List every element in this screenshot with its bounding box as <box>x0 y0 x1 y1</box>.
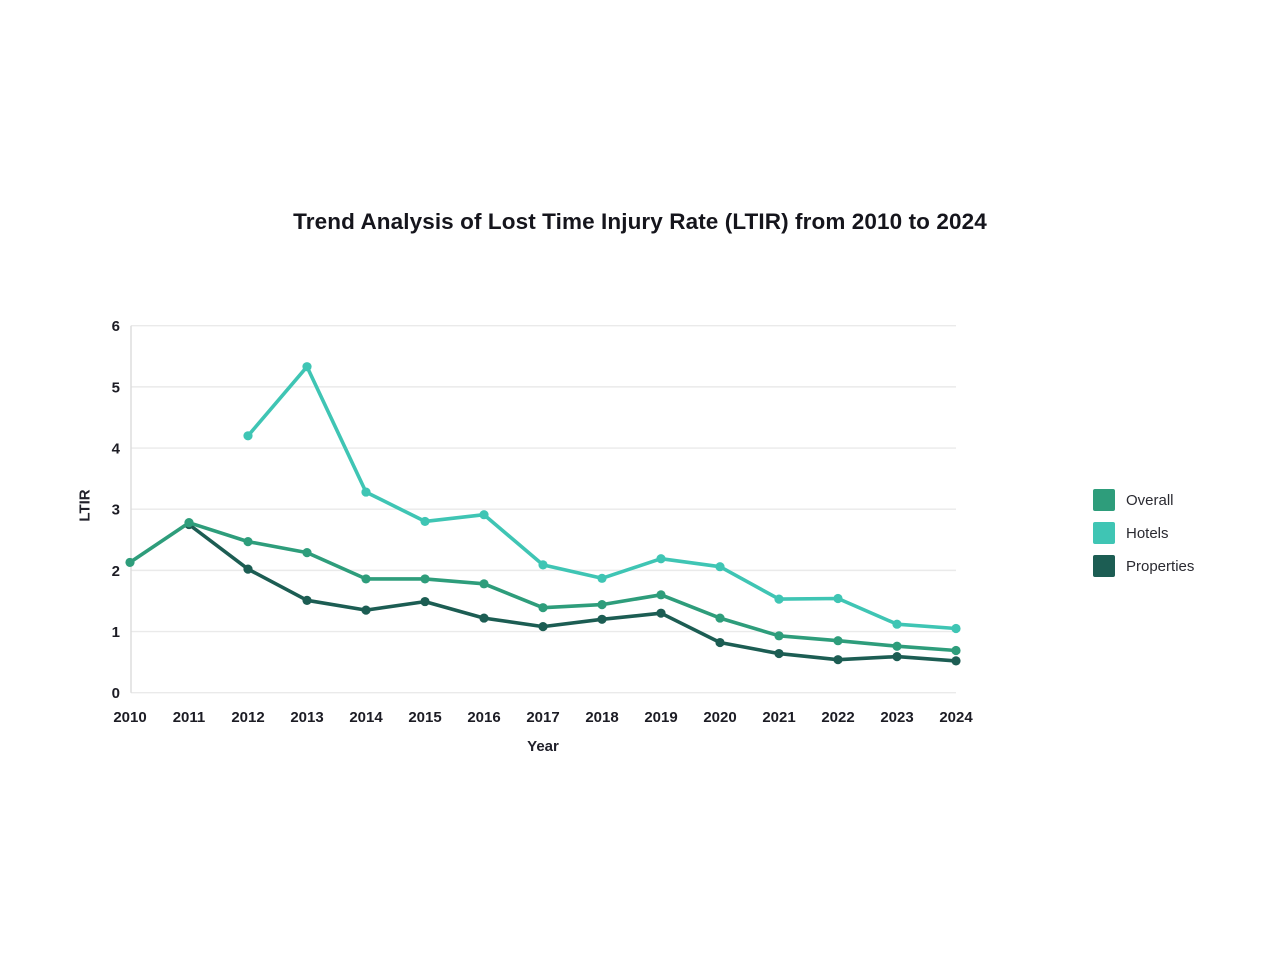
data-point-hotels <box>833 593 843 604</box>
legend-label-properties: Properties <box>1126 557 1195 575</box>
data-point-overall <box>597 600 607 610</box>
data-point-properties <box>420 596 430 607</box>
legend-item-overall: Overall <box>1093 489 1194 511</box>
x-tick-label: 2015 <box>408 709 441 726</box>
series-line-hotels <box>246 364 958 631</box>
x-tick-label: 2017 <box>526 709 559 726</box>
data-point-overall <box>833 636 843 646</box>
legend-label-hotels: Hotels <box>1126 524 1169 542</box>
x-tick-label: 2024 <box>939 709 973 726</box>
y-tick-label: 0 <box>112 685 120 702</box>
data-point-properties <box>951 656 961 666</box>
y-tick-label: 2 <box>112 563 120 580</box>
x-tick-label: 2014 <box>349 709 383 726</box>
data-point-properties <box>597 614 607 624</box>
y-tick-label: 4 <box>112 441 121 458</box>
data-point-overall <box>892 641 902 651</box>
x-tick-label: 2018 <box>585 709 618 726</box>
data-point-overall <box>361 574 371 584</box>
data-point-hotels <box>715 562 725 572</box>
y-tick-label: 3 <box>112 502 120 519</box>
x-tick-label: 2016 <box>467 709 500 726</box>
legend-swatch-overall <box>1093 489 1115 511</box>
x-tick-label: 2020 <box>703 709 736 726</box>
data-point-overall <box>656 590 666 600</box>
data-point-overall <box>715 613 725 623</box>
data-point-overall <box>184 518 194 528</box>
data-point-hotels <box>243 431 253 441</box>
legend-swatch-hotels <box>1093 522 1115 544</box>
data-point-properties <box>302 595 312 605</box>
data-point-overall <box>125 557 135 568</box>
legend-item-hotels: Hotels <box>1093 522 1194 544</box>
x-tick-label: 2023 <box>880 709 913 726</box>
data-point-overall <box>951 645 961 656</box>
legend-item-properties: Properties <box>1093 555 1194 577</box>
x-tick-label: 2019 <box>644 709 677 726</box>
data-point-overall <box>302 548 312 558</box>
legend-label-overall: Overall <box>1126 491 1174 509</box>
data-point-hotels <box>538 560 548 570</box>
data-point-properties <box>774 648 784 659</box>
data-point-overall <box>479 579 489 589</box>
legend-swatch-properties <box>1093 555 1115 577</box>
data-point-properties <box>361 605 371 615</box>
data-point-hotels <box>774 594 784 604</box>
data-point-hotels <box>951 623 961 634</box>
data-point-hotels <box>656 554 666 564</box>
x-tick-label: 2013 <box>290 709 323 726</box>
data-point-properties <box>243 564 253 574</box>
y-axis-label: LTIR <box>76 489 94 522</box>
series-line-properties <box>187 522 958 663</box>
data-point-hotels <box>302 362 312 372</box>
data-point-properties <box>538 622 548 632</box>
data-point-properties <box>892 652 902 662</box>
x-tick-label: 2012 <box>231 709 264 726</box>
data-point-properties <box>656 608 666 618</box>
x-axis-label: Year <box>527 738 559 755</box>
x-tick-label: 2011 <box>173 709 206 726</box>
data-point-hotels <box>597 573 607 583</box>
data-point-hotels <box>361 487 371 497</box>
x-tick-label: 2021 <box>762 709 795 726</box>
data-point-properties <box>715 637 725 648</box>
x-tick-label: 2022 <box>821 709 854 726</box>
y-tick-label: 1 <box>112 624 120 641</box>
data-point-hotels <box>479 510 489 520</box>
data-point-hotels <box>420 516 430 527</box>
legend: Overall Hotels Properties <box>1093 489 1194 588</box>
y-tick-label: 6 <box>112 318 120 335</box>
data-point-overall <box>420 574 430 584</box>
x-tick-label: 2010 <box>113 709 146 726</box>
data-point-overall <box>243 537 253 547</box>
data-point-properties <box>833 655 843 665</box>
data-point-properties <box>479 613 489 623</box>
chart-title: Trend Analysis of Lost Time Injury Rate … <box>293 209 987 234</box>
y-tick-label: 5 <box>112 379 120 396</box>
data-point-overall <box>774 631 784 641</box>
data-point-hotels <box>892 619 902 629</box>
data-point-overall <box>538 603 548 613</box>
